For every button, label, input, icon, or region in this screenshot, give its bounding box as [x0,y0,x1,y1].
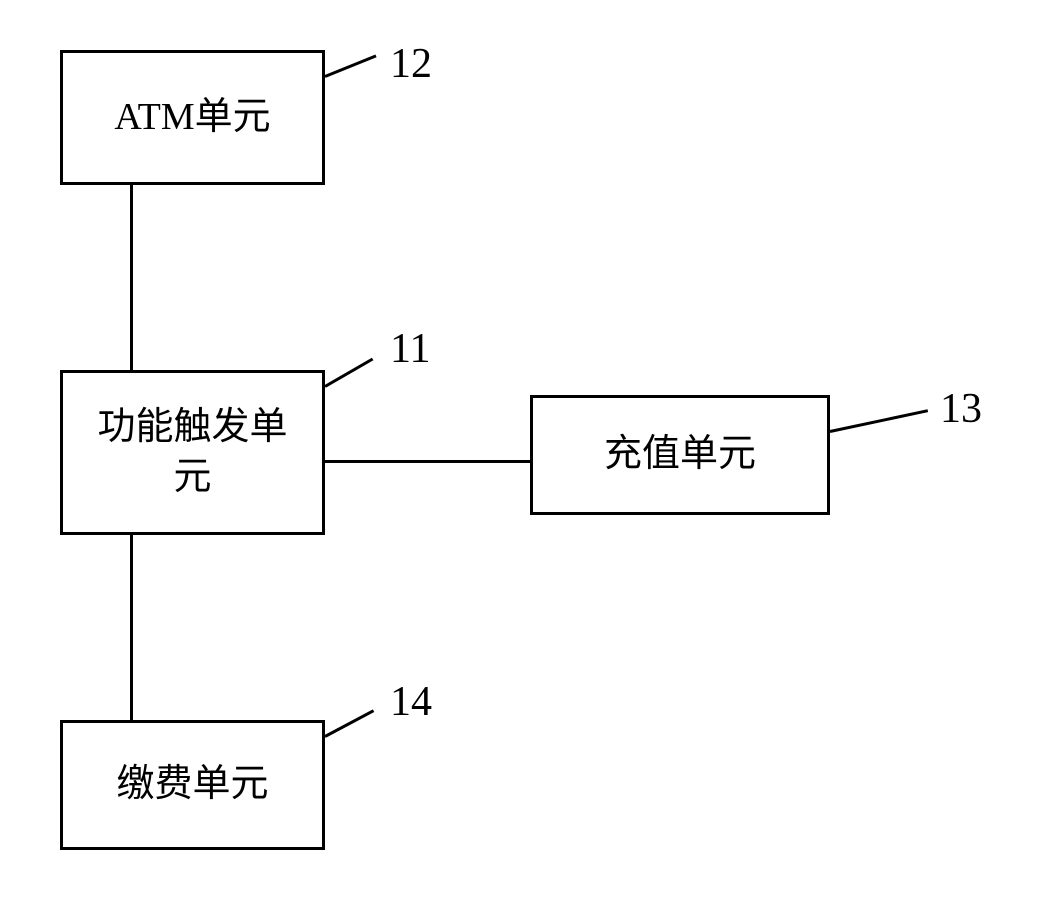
ref-number-11: 11 [390,325,430,373]
atm-unit-box: ATM单元 [60,50,325,185]
connector-trigger-recharge [325,460,530,463]
payment-unit-box: 缴费单元 [60,720,325,850]
payment-unit-label: 缴费单元 [108,756,276,813]
connector-atm-trigger [130,185,133,370]
ref-number-13: 13 [940,385,982,433]
ref-number-12: 12 [390,40,432,88]
trigger-unit-label: 功能触发单 元 [89,399,295,506]
recharge-unit-box: 充值单元 [530,395,830,515]
atm-unit-label: ATM单元 [106,89,278,146]
leader-line-14 [324,709,374,737]
leader-line-13 [830,409,928,433]
ref-number-14: 14 [390,678,432,726]
trigger-unit-box: 功能触发单 元 [60,370,325,535]
leader-line-12 [324,55,376,78]
leader-line-11 [324,358,373,388]
connector-trigger-payment [130,535,133,720]
recharge-unit-label: 充值单元 [596,426,764,483]
